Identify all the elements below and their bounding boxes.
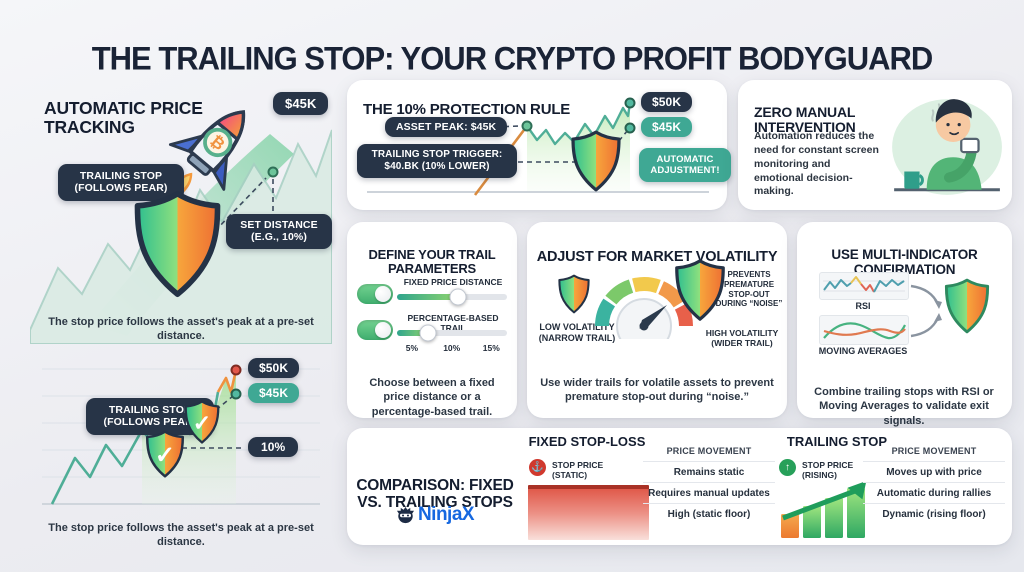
price-dot-45k	[624, 122, 636, 134]
table-row: Dynamic (rising floor)	[863, 503, 1005, 524]
shield-check-icon: ✓	[184, 400, 220, 444]
rsi-mini-chart	[819, 272, 909, 300]
volatility-gauge	[595, 277, 694, 339]
toggle-knob[interactable]	[375, 286, 391, 302]
percentage-trail-label: PERCENTAGE-BASED TRAIL	[407, 313, 499, 334]
section-caption: The stop price follows the asset's peak …	[48, 316, 314, 343]
peak-follow-section: TRAILING STOP (FOLLOWS PEAR) ✓ ✓ $50K $4…	[30, 344, 332, 556]
price-badge-45k: $45K	[248, 383, 300, 404]
static-stop-zone	[528, 485, 649, 540]
table-row: Moves up with price	[863, 461, 1005, 482]
set-distance-badge: SET DISTANCE (E.G., 10%)	[226, 214, 332, 249]
card-caption: Choose between a fixed price distance or…	[369, 377, 495, 418]
page-title: THE TRAILING STOP: YOUR CRYPTO PROFIT BO…	[91, 40, 934, 77]
multi-indicator-card: USE MULTI-INDICATOR CONFIRMATION RSI MOV…	[797, 222, 1012, 427]
percentage-trail-slider[interactable]	[397, 324, 507, 342]
slider-fill	[397, 330, 428, 336]
percentage-trail-toggle[interactable]	[357, 320, 393, 340]
table-row: Requires manual updates	[643, 482, 775, 503]
anchor-icon: ⚓	[529, 459, 546, 476]
fixed-distance-label: FIXED PRICE DISTANCE	[403, 277, 503, 287]
fixed-column: PRICE MOVEMENT Remains static Requires m…	[643, 446, 775, 524]
peak-point-dot	[267, 166, 279, 178]
slider-fill	[397, 294, 458, 300]
card-heading: THE 10% PROTECTION RULE	[363, 101, 571, 119]
fixed-stoploss-title: FIXED STOP-LOSS	[528, 434, 646, 449]
trailing-stop-title: TRAILING STOP	[786, 434, 888, 449]
bitcoin-window	[203, 127, 233, 158]
price-dot-50k	[230, 364, 242, 376]
big-shield-icon	[675, 259, 725, 321]
check-icon: ✓	[193, 410, 211, 435]
shield-icon	[944, 278, 990, 334]
comparison-heading: COMPARISON: FIXED VS. TRAILING STOPS	[356, 476, 514, 512]
high-volatility-label: HIGH VOLATILITY (WIDER TRAIL)	[705, 328, 779, 349]
table-row: Remains static	[643, 461, 775, 482]
card-heading: ADJUST FOR MARKET VOLATILITY	[536, 249, 778, 266]
trigger-badge-line2: $40.BK (10% LOWER)	[384, 160, 490, 172]
rsi-label: RSI	[855, 301, 871, 311]
card-caption: Combine trailing stops with RSI or Movin…	[814, 386, 994, 427]
volatility-card: ADJUST FOR MARKET VOLATILITY LOW VOLATIL…	[527, 222, 787, 418]
shield-check-icon: ✓	[145, 430, 185, 478]
section-heading: AUTOMATIC PRICE TRACKING	[44, 97, 203, 138]
distance-badge-10pct: 10%	[248, 437, 299, 458]
card-heading: ZERO MANUAL INTERVENTION	[754, 103, 856, 136]
trail-parameters-card: DEFINE YOUR TRAIL PARAMETERS FIXED PRICE…	[347, 222, 517, 418]
shield-icon	[134, 190, 221, 298]
slider-knob[interactable]	[449, 288, 466, 306]
brand-name: NinjaX	[417, 504, 475, 525]
comparison-card: COMPARISON: FIXED VS. TRAILING STOPS Nin…	[347, 428, 1012, 545]
auto-tracking-section: AUTOMATIC PRICE TRACKING ₿ $45K TRAILING…	[30, 72, 332, 344]
asset-peak-dot	[521, 120, 533, 132]
check-icon: ✓	[155, 442, 175, 469]
slider-knob[interactable]	[419, 324, 437, 342]
card-heading: DEFINE YOUR TRAIL PARAMETERS	[368, 246, 496, 277]
column-header: PRICE MOVEMENT	[891, 446, 977, 456]
card-caption: Use wider trails for volatile assets to …	[540, 377, 774, 404]
brand-logo: NinjaX	[353, 504, 517, 526]
price-badge-45k: $45K	[273, 92, 329, 116]
price-badge-45k: $45K	[641, 117, 693, 138]
trigger-badge: TRAILING STOP TRIGGER: $40.BK (10% LOWER…	[357, 144, 517, 178]
rising-bars-chart	[781, 482, 867, 538]
arrow-up-icon: ↑	[779, 459, 796, 476]
table-row: High (static floor)	[643, 503, 775, 524]
moving-averages-mini-chart	[819, 315, 909, 345]
card-body: Automation reduces the need for constant…	[754, 130, 879, 198]
stop-price-rising-label: STOP PRICE (RISING)	[802, 460, 854, 481]
tick-5: 5%	[405, 343, 419, 353]
slider-tick-labels: 5% 10% 15%	[397, 343, 507, 355]
price-dot-45k	[230, 388, 242, 400]
tick-10: 10%	[443, 343, 461, 353]
prevents-stopout-label: PREVENTS PREMATURE STOP-OUT DURING “NOIS…	[715, 270, 783, 309]
zero-manual-card: ZERO MANUAL INTERVENTION Automation redu…	[738, 80, 1012, 210]
toggle-knob[interactable]	[375, 322, 391, 338]
trigger-badge-line1: TRAILING STOP TRIGGER:	[371, 149, 503, 160]
fixed-distance-toggle[interactable]	[357, 284, 393, 304]
asset-peak-badge: ASSET PEAK: $45K	[385, 117, 508, 138]
price-badge-50k: $50K	[641, 92, 693, 113]
automatic-adjustment-badge: AUTOMATIC ADJUSTMENT!	[639, 148, 731, 183]
ninja-icon	[396, 506, 414, 523]
stop-price-static-label: STOP PRICE (STATIC)	[552, 460, 604, 481]
table-row: Automatic during rallies	[863, 482, 1005, 503]
small-shield-icon	[558, 274, 590, 314]
flow-arrows	[910, 284, 942, 338]
section-caption: The stop price follows the asset's peak …	[48, 522, 314, 549]
protection-rule-card: THE 10% PROTECTION RULE ASSET PEAK: $45K…	[347, 80, 731, 210]
person-coffee-illustration	[892, 99, 1002, 195]
trailing-column: PRICE MOVEMENT Moves up with price Autom…	[863, 446, 1005, 524]
trailing-stop-badge: TRAILING STOP (FOLLOWS PEAR)	[58, 164, 184, 201]
fixed-distance-slider[interactable]	[397, 288, 507, 306]
column-header: PRICE MOVEMENT	[666, 446, 752, 456]
price-dot-50k	[624, 97, 636, 109]
shield-icon	[571, 130, 621, 192]
low-volatility-label: LOW VOLATILITY (NARROW TRAIL)	[538, 322, 616, 343]
moving-averages-label: MOVING AVERAGES	[818, 346, 908, 356]
tick-15: 15%	[482, 343, 500, 353]
price-badge-50k: $50K	[248, 358, 300, 379]
